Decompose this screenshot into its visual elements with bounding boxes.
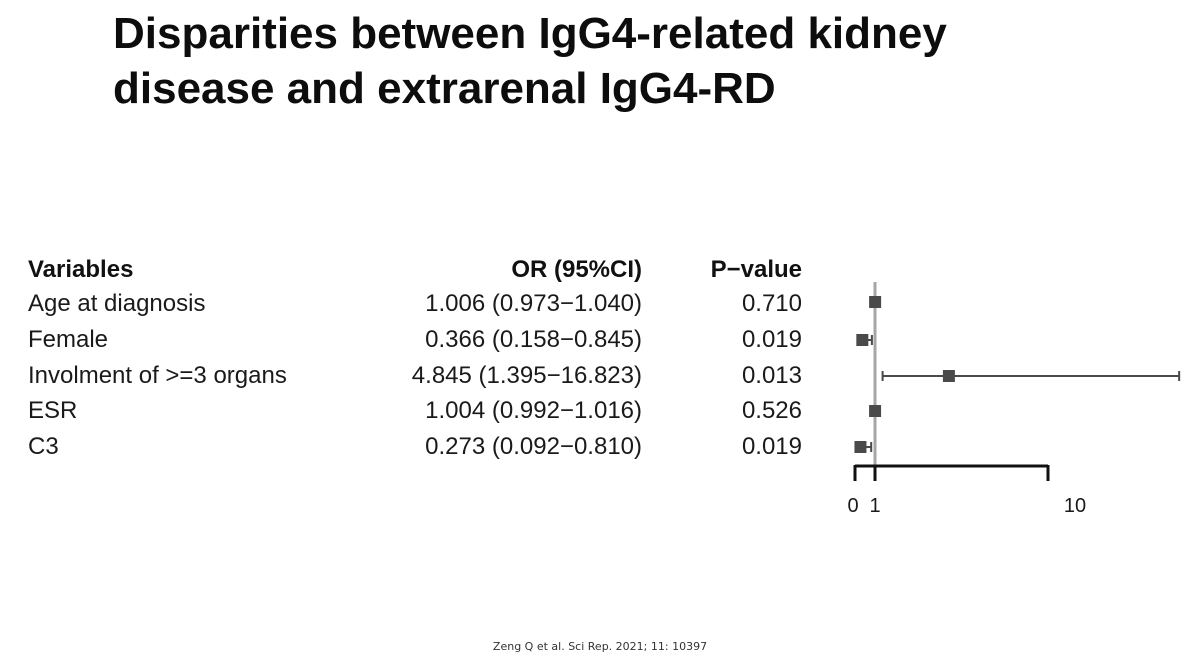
row-or: 0.366 (0.158−0.845) [425,326,642,353]
slide-title-line-2: disease and extrarenal IgG4-RD [113,64,776,113]
point-estimate [942,370,955,382]
point-estimate [856,334,869,346]
row-p-value: 0.019 [741,326,802,353]
row-p-value: 0.019 [741,433,802,460]
slide-title: Disparities between IgG4-related kidney … [113,6,1113,116]
row-variable: Female [28,326,109,353]
row-variable: Involment of >=3 organs [28,362,287,389]
row-variable: ESR [28,397,78,424]
point-estimate [869,296,882,308]
citation: Zeng Q et al. Sci Rep. 2021; 11: 10397 [492,640,708,653]
row-p-value: 0.013 [741,362,802,389]
row-or: 0.273 (0.092−0.810) [425,433,642,460]
header-variables: Variables [28,256,134,283]
row-or: 1.004 (0.992−1.016) [425,397,642,424]
row-p-value: 0.526 [741,397,802,424]
slide-title-line-1: Disparities between IgG4-related kidney [113,9,947,58]
row-or: 4.845 (1.395−16.823) [411,362,642,389]
point-estimate [869,405,882,417]
row-variable: Age at diagnosis [28,290,206,317]
header-or: OR (95%CI) [511,256,642,283]
row-p-value: 0.710 [741,290,802,317]
x-axis-tick-label: 1 [869,495,880,517]
row-variable: C3 [28,433,59,460]
x-axis-tick-label: 10 [1064,495,1086,517]
header-p-value: P−value [710,256,802,283]
row-or: 1.006 (0.973−1.040) [425,290,642,317]
x-axis-tick-label: 0 [847,495,858,517]
point-estimate [854,441,867,453]
